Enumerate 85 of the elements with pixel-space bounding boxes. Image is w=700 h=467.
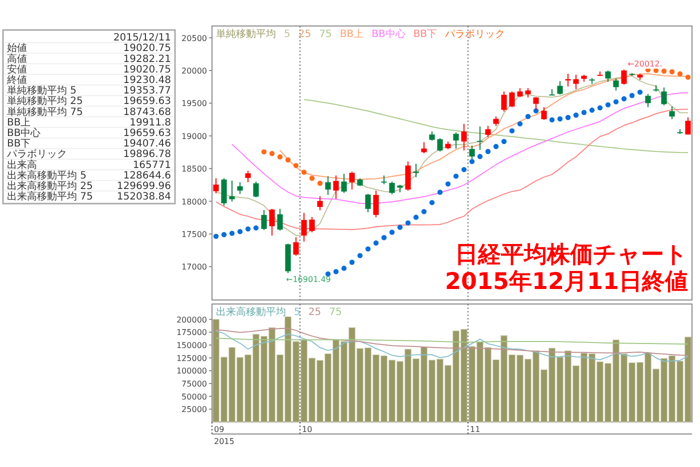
point — [397, 224, 403, 230]
point — [213, 234, 219, 239]
point — [261, 149, 267, 154]
point — [581, 110, 587, 116]
point — [605, 102, 611, 108]
x-axis-title: 2015 — [214, 437, 234, 446]
point — [525, 114, 531, 120]
y-tick-label: 17000 — [182, 262, 207, 272]
point — [621, 96, 627, 102]
x-tick-label: 09 — [214, 425, 224, 434]
line-series — [216, 330, 688, 362]
point — [437, 190, 443, 195]
annotation: ←20012. — [628, 60, 662, 69]
point — [317, 180, 323, 186]
y-tick-label: 175000 — [176, 328, 207, 338]
y-tick-label: 18000 — [182, 197, 207, 206]
annotation: ←16901.49 — [286, 275, 331, 284]
point — [301, 170, 307, 175]
point — [309, 176, 315, 181]
point — [589, 108, 595, 113]
legend: 出来高移動平均 5 25 75 — [216, 307, 342, 318]
y-tick-label: 20000 — [182, 66, 207, 76]
text: 日経平均株価チャート — [455, 242, 688, 268]
point — [549, 117, 555, 122]
point — [429, 200, 435, 206]
line-series — [216, 328, 688, 356]
line-series — [304, 99, 688, 154]
point — [277, 154, 283, 160]
point — [365, 246, 371, 252]
point — [293, 162, 299, 168]
point — [237, 229, 243, 234]
y-tick-label: 17500 — [182, 230, 207, 239]
y-tick-label: 150000 — [176, 341, 207, 350]
point — [357, 253, 363, 258]
point — [253, 225, 259, 231]
point — [597, 105, 603, 110]
point — [341, 266, 347, 271]
x-tick-label: 10 — [302, 425, 312, 434]
info-box: 2015/12/11 始値 19020.75 高値 19282.21 安値 19020.75 終値 19230.48 単純移動平均 5 19353.77 単純移動平均 25 19659.63 単純移動平均 75 18743.68 BB上 19911.8 BB中心 19659.63 BB下 19407.46 パラボリック 19896.78 出来高 165771 出来高移動平均 5 128644.6 出来高移動平均 25 129699.96 出来高移動平均 75 152038.84 — [2, 29, 176, 204]
point — [565, 114, 571, 120]
point — [661, 68, 667, 74]
point — [421, 208, 427, 214]
legend: 単純移動平均 5 25 75 BB上 BB中心 BB下 パラボリック — [216, 29, 506, 40]
point — [413, 214, 419, 220]
y-tick-label: 50000 — [182, 392, 207, 402]
point — [573, 112, 579, 118]
point — [461, 166, 467, 172]
point — [229, 230, 235, 236]
point — [669, 69, 675, 74]
point — [685, 74, 691, 80]
point — [285, 157, 291, 162]
point — [493, 144, 499, 150]
y-tick-label: 125000 — [176, 354, 207, 363]
point — [373, 240, 379, 246]
y-tick-label: 19000 — [182, 132, 207, 141]
point — [269, 150, 275, 156]
point — [245, 226, 251, 232]
point — [349, 260, 355, 265]
y-tick-label: 19500 — [182, 99, 207, 108]
text: 2015年12月11日終値 — [444, 269, 688, 295]
point — [677, 71, 683, 76]
y-tick-label: 75000 — [182, 380, 207, 389]
point — [477, 154, 483, 160]
y-tick-label: 20500 — [182, 34, 207, 43]
point — [381, 235, 387, 240]
point — [501, 138, 507, 144]
y-tick-label: 25000 — [182, 405, 207, 414]
point — [629, 92, 635, 98]
point — [613, 99, 619, 104]
y-tick-label: 18500 — [182, 164, 207, 174]
y-tick-label: 100000 — [176, 366, 207, 376]
point — [405, 220, 411, 226]
point — [221, 232, 227, 238]
point — [469, 158, 475, 164]
point — [333, 269, 339, 274]
point — [485, 148, 491, 154]
point — [389, 230, 395, 235]
point — [445, 181, 451, 187]
point — [453, 174, 459, 179]
x-tick-label: 11 — [470, 425, 480, 434]
point — [517, 121, 523, 126]
point — [637, 90, 643, 95]
y-tick-label: 200000 — [176, 315, 207, 324]
point — [509, 128, 515, 134]
point — [557, 116, 563, 122]
